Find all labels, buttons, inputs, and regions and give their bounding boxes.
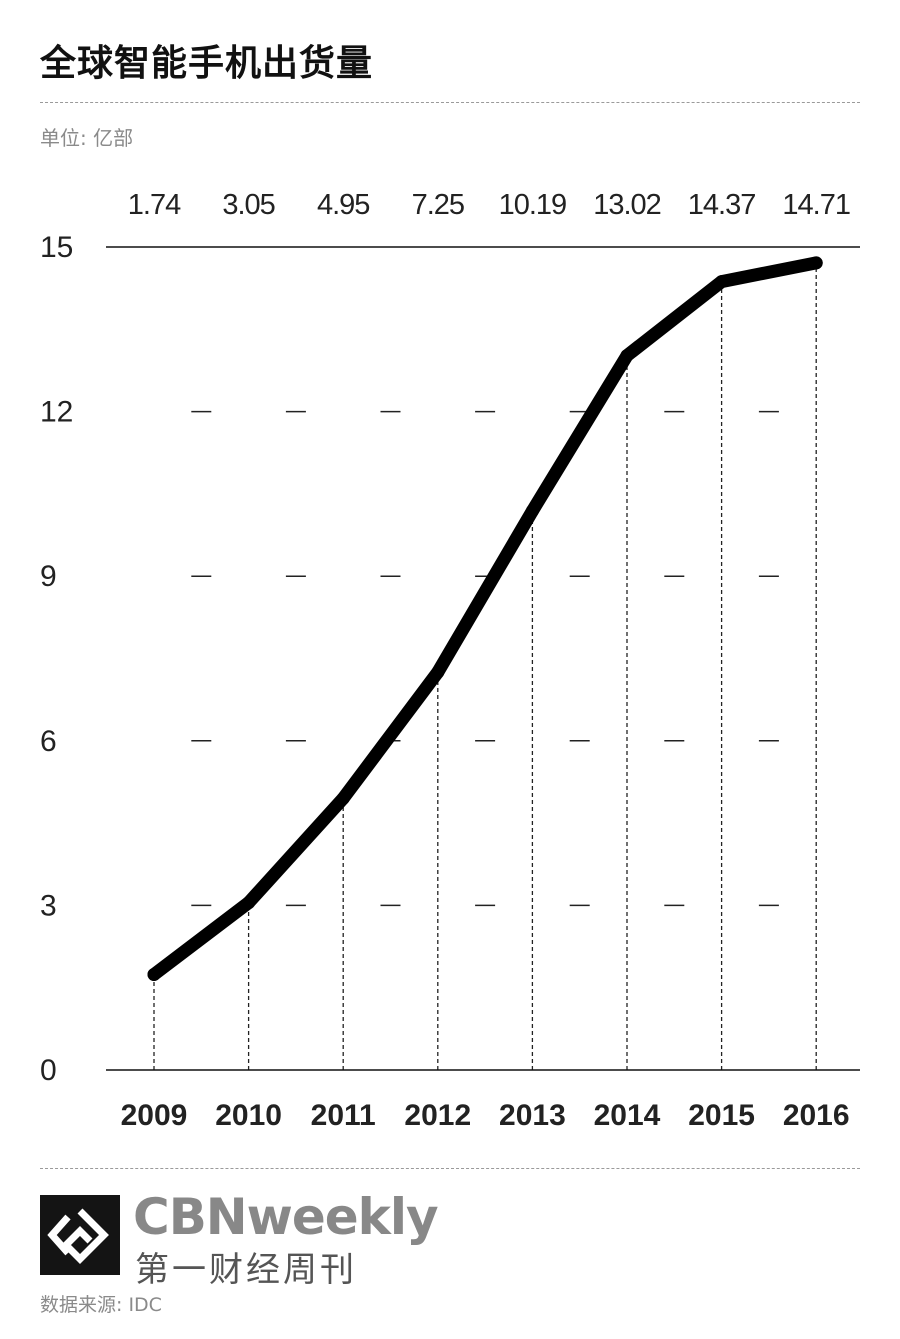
- axis-layer: 0 3 6 9 12 15: [40, 231, 860, 1087]
- x-tick-label: 2011: [311, 1099, 376, 1132]
- label-layer: 1.74 3.05 4.95 7.25 10.19 13.02 14.37 14.71 2009…: [121, 189, 851, 1132]
- y-tick-label: 15: [40, 231, 73, 264]
- line-chart: 0 3 6 9 12 15 1.74 3.05 4.95 7.25 10.19 13.02 14.37…: [40, 189, 860, 1132]
- y-tick-label: 9: [40, 560, 57, 593]
- data-point-2014: [620, 349, 634, 363]
- x-tick-label: 2012: [404, 1099, 471, 1132]
- series-line: [147, 256, 823, 981]
- data-point-2010: [242, 896, 256, 910]
- value-label: 7.25: [412, 189, 464, 221]
- value-label: 14.37: [688, 189, 756, 221]
- guide-layer: [153, 262, 817, 1070]
- data-point-2015: [715, 275, 729, 289]
- x-tick-label: 2013: [499, 1099, 566, 1132]
- line-layer: [147, 256, 823, 982]
- x-tick-label: 2009: [121, 1099, 188, 1132]
- data-point-2016: [809, 256, 823, 270]
- y-tick-label: 0: [40, 1054, 57, 1087]
- brand-name-en: CBNweekly: [133, 1188, 439, 1246]
- data-point-2012: [431, 665, 445, 679]
- cbn-logo-icon: [40, 1195, 120, 1275]
- y-tick-label: 6: [40, 725, 57, 758]
- x-tick-label: 2014: [594, 1099, 661, 1132]
- top-divider: [40, 102, 860, 103]
- chart-title: 全球智能手机出货量: [40, 43, 374, 84]
- value-label: 4.95: [317, 189, 369, 221]
- y-tick-label: 3: [40, 889, 57, 922]
- x-tick-label: 2015: [688, 1099, 755, 1132]
- bottom-divider: [40, 1168, 860, 1169]
- data-point-2009: [147, 968, 161, 982]
- value-label: 10.19: [499, 189, 567, 221]
- value-label: 3.05: [222, 189, 274, 221]
- data-point-2011: [336, 791, 350, 805]
- data-source: 数据来源: IDC: [40, 1294, 162, 1316]
- x-tick-label: 2010: [215, 1099, 282, 1132]
- value-label: 14.71: [782, 189, 850, 221]
- data-point-2013: [525, 504, 539, 518]
- value-label: 13.02: [593, 189, 661, 221]
- y-tick-label: 12: [40, 396, 73, 429]
- value-label: 1.74: [128, 189, 181, 221]
- x-tick-label: 2016: [783, 1099, 850, 1132]
- grid-layer: [191, 410, 779, 907]
- unit-label: 单位: 亿部: [40, 126, 134, 150]
- brand-name-cn: 第一财经周刊: [135, 1250, 357, 1290]
